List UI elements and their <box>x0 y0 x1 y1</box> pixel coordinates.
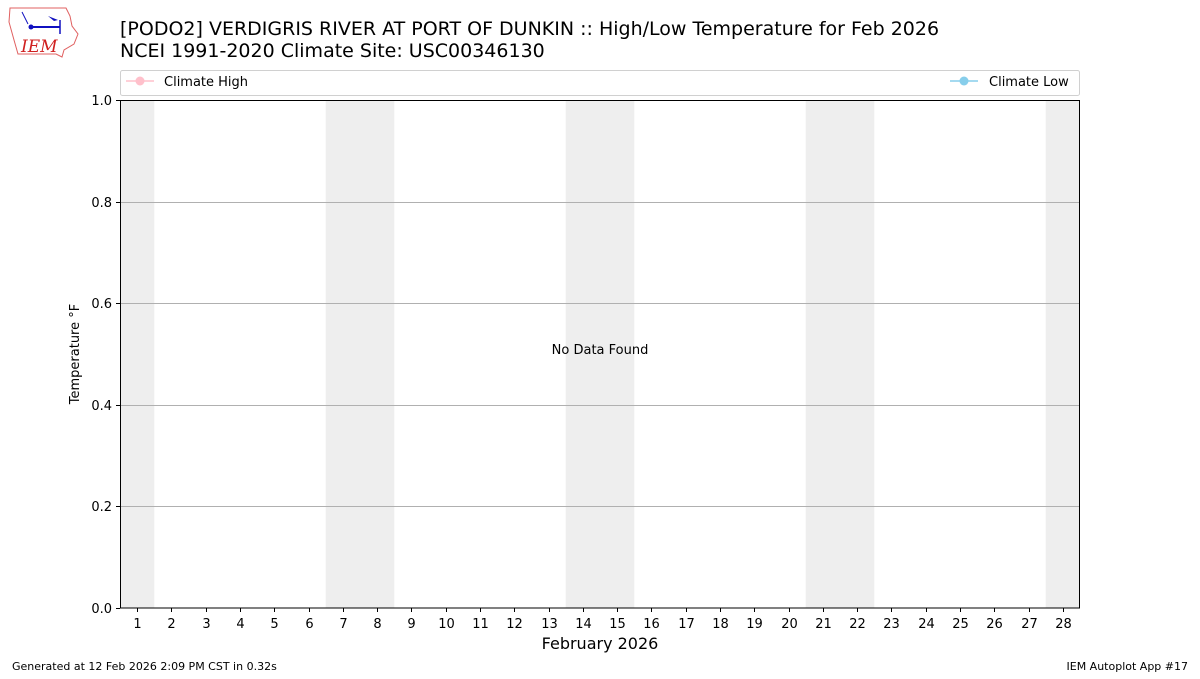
x-tick-label: 21 <box>815 617 832 632</box>
weekend-shade <box>600 100 635 608</box>
y-tick-label: 1.0 <box>91 94 112 109</box>
plot-frame <box>120 100 1080 609</box>
no-data-annotation: No Data Found <box>552 343 649 358</box>
x-tick-label: 20 <box>781 617 798 632</box>
legend: Climate High Climate Low <box>120 70 1080 96</box>
iem-logo: IEM <box>8 7 79 58</box>
y-tick-label: 0.4 <box>91 399 112 414</box>
x-tick-label: 11 <box>472 617 489 632</box>
footer-generated: Generated at 12 Feb 2026 2:09 PM CST in … <box>12 660 277 673</box>
x-tick-label: 12 <box>506 617 523 632</box>
x-tick-label: 28 <box>1055 617 1072 632</box>
x-tick-label: 4 <box>236 617 244 632</box>
y-tick-label: 0.2 <box>91 500 112 515</box>
x-tick-label: 1 <box>133 617 141 632</box>
x-tick-label: 15 <box>609 617 626 632</box>
x-axis-label: February 2026 <box>542 634 659 653</box>
x-tick-label: 2 <box>167 617 175 632</box>
x-tick-label: 23 <box>883 617 900 632</box>
x-tick-label: 3 <box>202 617 210 632</box>
weekend-shade <box>805 100 840 608</box>
x-tick-label: 22 <box>849 617 866 632</box>
x-tick-label: 8 <box>373 617 381 632</box>
legend-marker-high <box>135 76 145 86</box>
y-axis-label: Temperature °F <box>68 304 83 405</box>
x-tick-label: 19 <box>746 617 763 632</box>
x-tick-label: 14 <box>575 617 592 632</box>
weekend-shade <box>360 100 395 608</box>
y-tick-label: 0.0 <box>91 602 112 617</box>
x-tick-label: 7 <box>339 617 347 632</box>
legend-item-climate-low: Climate Low <box>950 75 1069 90</box>
x-tick-label: 18 <box>712 617 729 632</box>
x-tick-label: 27 <box>1021 617 1038 632</box>
x-tick-label: 16 <box>643 617 660 632</box>
x-tick-label: 24 <box>918 617 935 632</box>
x-tick-label: 10 <box>438 617 455 632</box>
x-tick-label: 26 <box>986 617 1003 632</box>
weekend-shade <box>325 100 360 608</box>
svg-text:IEM: IEM <box>20 37 58 57</box>
footer-app: IEM Autoplot App #17 <box>1067 660 1189 673</box>
legend-item-climate-high: Climate High <box>126 75 248 90</box>
x-tick-label: 5 <box>270 617 278 632</box>
x-tick-label: 13 <box>541 617 558 632</box>
x-tick-label: 6 <box>305 617 313 632</box>
x-tick-label: 17 <box>678 617 695 632</box>
legend-marker-low <box>959 76 969 86</box>
y-tick-label: 0.6 <box>91 297 112 312</box>
legend-label-high: Climate High <box>164 75 248 90</box>
weekend-shade <box>1045 100 1080 608</box>
x-tick-label: 25 <box>952 617 969 632</box>
weekend-shade <box>565 100 600 608</box>
legend-label-low: Climate Low <box>989 75 1069 90</box>
weekend-shade <box>120 100 155 608</box>
y-tick-label: 0.8 <box>91 196 112 211</box>
weekend-shade <box>840 100 875 608</box>
chart-title-line1: [PODO2] VERDIGRIS RIVER AT PORT OF DUNKI… <box>120 18 939 40</box>
x-tick-label: 9 <box>407 617 415 632</box>
chart-title-line2: NCEI 1991-2020 Climate Site: USC00346130 <box>120 40 545 62</box>
